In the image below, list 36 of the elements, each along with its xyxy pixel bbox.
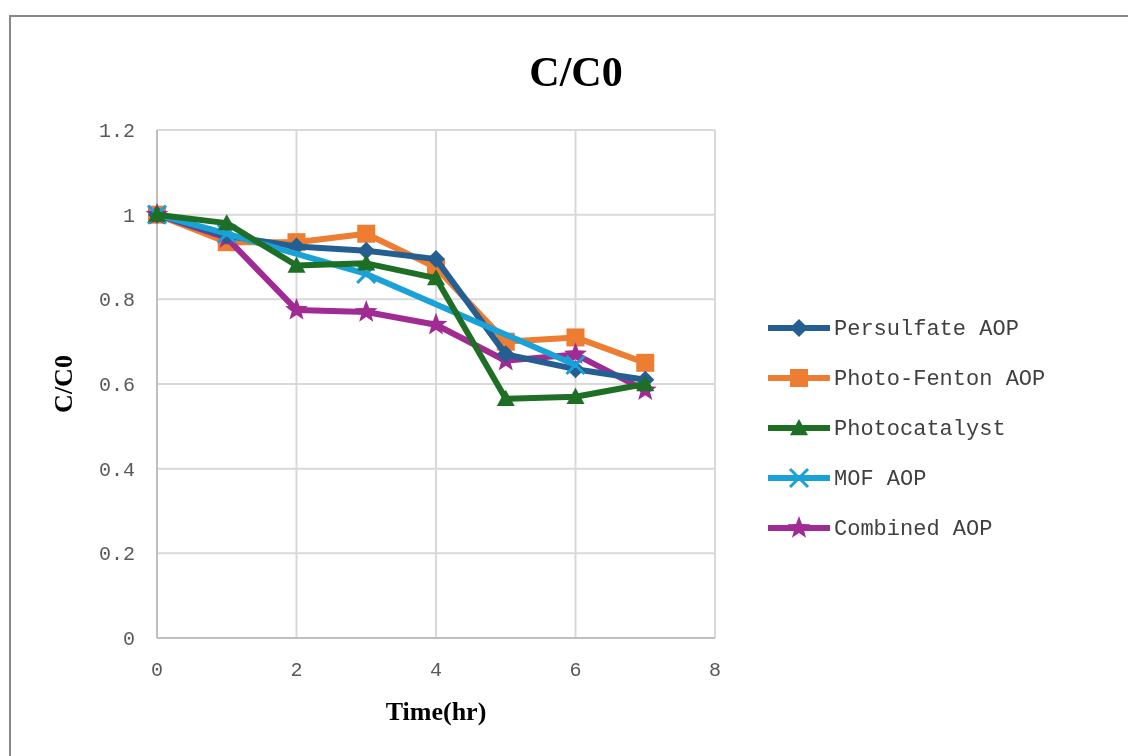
point — [357, 254, 376, 271]
x-axis-title: Time(hr) — [385, 697, 487, 726]
point — [565, 354, 586, 376]
point — [217, 214, 236, 231]
chart-title: C/C0 — [529, 49, 623, 95]
point — [566, 328, 585, 347]
y-tick-label: 0.8 — [98, 289, 135, 313]
point — [287, 256, 306, 273]
y-tick-label: 0.6 — [98, 374, 135, 397]
y-tick-label: 1.2 — [98, 120, 135, 143]
legend-label: Photocatalyst — [834, 417, 1006, 442]
point — [566, 387, 585, 404]
point — [636, 375, 655, 392]
legend-label: Persulfate AOP — [834, 317, 1019, 342]
point — [496, 345, 515, 364]
legend-label: Photo-Fenton AOP — [834, 367, 1046, 392]
legend-label: Combined AOP — [834, 517, 993, 542]
x-tick-label: 4 — [429, 659, 443, 682]
x-tick-label: 0 — [150, 659, 164, 682]
x-tick-label: 8 — [708, 659, 722, 682]
point — [427, 250, 445, 269]
x-tick-label: 6 — [569, 659, 582, 682]
y-tick-label: 0.4 — [98, 458, 135, 482]
y-tick-label: 1 — [122, 204, 135, 228]
point — [357, 224, 376, 243]
point — [357, 241, 376, 260]
legend-label: MOF AOP — [834, 467, 927, 492]
x-tick-label: 2 — [290, 659, 303, 682]
y-tick-label: 0 — [122, 628, 135, 651]
point — [496, 389, 515, 407]
y-tick-label: 0.2 — [98, 543, 135, 567]
point — [285, 297, 308, 320]
y-axis-title: C/C0 — [49, 355, 78, 413]
point — [354, 300, 378, 322]
point — [427, 269, 445, 286]
point — [636, 353, 655, 372]
